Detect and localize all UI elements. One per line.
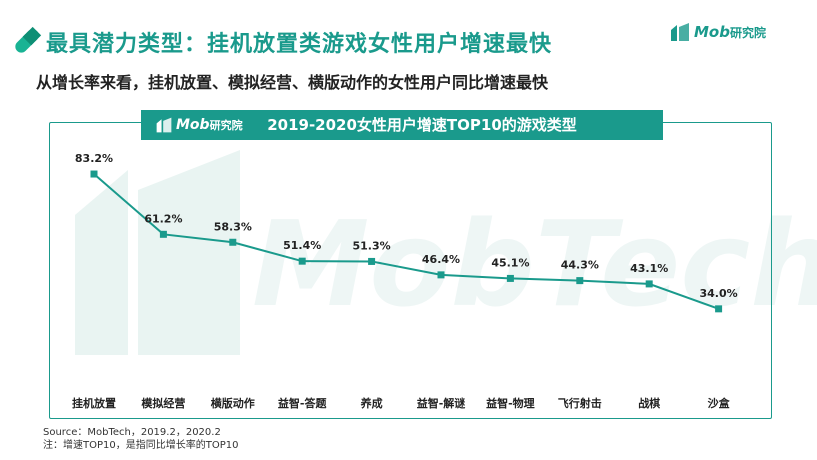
data-label: 83.2% <box>75 152 113 165</box>
source-text: Source：MobTech，2019.2，2020.2 <box>43 427 221 438</box>
capsule-icon <box>15 26 42 53</box>
mob-logo-icon <box>671 23 689 41</box>
data-label: 43.1% <box>630 262 668 275</box>
x-tick-label: 沙盒 <box>708 396 731 410</box>
data-point <box>90 170 98 178</box>
x-tick-label: 飞行射击 <box>558 396 602 410</box>
x-tick-label: 模拟经营 <box>141 396 185 410</box>
page-title: 最具潜力类型：挂机放置类游戏女性用户增速最快 <box>46 32 553 57</box>
x-tick-label: 横版动作 <box>211 396 255 410</box>
chart-title: 2019-2020女性用户增速TOP10的游戏类型 <box>267 116 577 134</box>
note-text: 注：增速TOP10，是指同比增长率的TOP10 <box>43 440 239 451</box>
watermark-shape-left <box>75 170 128 355</box>
data-label: 46.4% <box>422 253 460 266</box>
x-tick-label: 益智-物理 <box>486 396 535 410</box>
x-tick-label: 益智-答题 <box>278 396 328 410</box>
banner-logo: Mob 研究院 <box>155 116 243 134</box>
page-subtitle: 从增长率来看，挂机放置、模拟经营、横版动作的女性用户同比增速最快 <box>36 73 549 92</box>
data-point <box>368 257 376 265</box>
x-tick-label: 挂机放置 <box>72 396 116 410</box>
footer: Source：MobTech，2019.2，2020.2 注：增速TOP10，是… <box>43 426 238 452</box>
data-label: 45.1% <box>491 256 529 269</box>
watermark-text: MobTech <box>252 195 817 333</box>
data-point <box>298 257 306 265</box>
chart-banner: Mob 研究院 2019-2020女性用户增速TOP10的游戏类型 <box>141 110 663 140</box>
data-label: 44.3% <box>561 259 599 272</box>
watermark-shape-right <box>138 150 240 355</box>
x-tick-label: 益智-解谜 <box>417 396 467 410</box>
logo-text: Mob <box>694 23 730 41</box>
data-label: 51.4% <box>283 239 321 252</box>
mob-logo: Mob 研究院 <box>669 18 766 46</box>
data-label: 51.3% <box>353 239 391 252</box>
data-point <box>715 305 723 313</box>
banner-logo-icon <box>156 117 172 133</box>
series-line <box>93 173 719 310</box>
data-label: 61.2% <box>144 212 182 225</box>
data-point <box>645 280 653 288</box>
banner-logo-suffix: 研究院 <box>209 119 243 132</box>
x-tick-label: 养成 <box>360 396 383 410</box>
data-label: 34.0% <box>700 287 738 300</box>
banner-logo-text: Mob <box>176 117 210 133</box>
data-point <box>437 271 445 279</box>
data-point <box>506 274 514 282</box>
data-label: 58.3% <box>214 220 252 233</box>
logo-suffix: 研究院 <box>729 25 766 40</box>
data-point <box>576 277 584 285</box>
data-point <box>229 238 237 246</box>
x-tick-label: 战棋 <box>638 396 660 410</box>
data-point <box>159 230 167 238</box>
